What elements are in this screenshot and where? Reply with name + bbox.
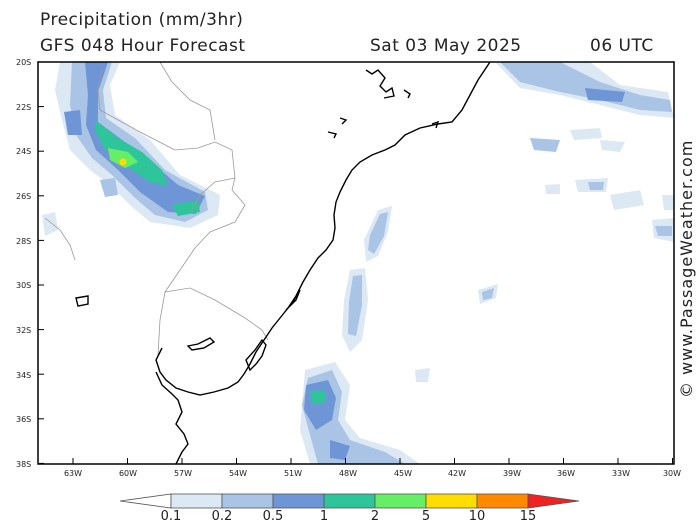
valid-date: Sat 03 May 2025	[370, 36, 522, 56]
lat-label: 28S	[16, 237, 31, 246]
legend-level-label: 0.1	[160, 509, 182, 524]
legend-swatch	[221, 493, 274, 509]
map-frame	[37, 61, 675, 465]
legend-swatch	[476, 493, 529, 509]
legend-swatch	[425, 493, 478, 509]
precip-band-northeast	[495, 62, 674, 242]
legend-level-label: 0.2	[211, 509, 233, 524]
lon-label: 36W	[557, 469, 575, 478]
lat-label: 30S	[16, 281, 31, 290]
lon-label: 57W	[174, 469, 192, 478]
legend-level-label: 10	[468, 509, 486, 524]
lat-label: 32S	[16, 326, 31, 335]
lon-label: 39W	[503, 469, 521, 478]
valid-time: 06 UTC	[590, 36, 654, 56]
latitude-labels: 20S 22S 24S 26S 28S 30S 32S 34S 36S 38S	[16, 58, 31, 469]
lon-label: 54W	[229, 469, 247, 478]
legend-level-label: 2	[370, 509, 380, 524]
lat-label: 38S	[16, 460, 31, 469]
lat-label: 20S	[16, 58, 31, 67]
lon-label: 63W	[64, 469, 82, 478]
precip-band-northwest	[42, 62, 220, 236]
lon-label: 42W	[448, 469, 466, 478]
longitude-labels: 63W 60W 57W 54W 51W 48W 45W 42W 39W 36W …	[64, 469, 681, 478]
precip-band-offshore	[342, 206, 498, 382]
legend-swatch	[170, 493, 223, 509]
lon-label: 60W	[119, 469, 137, 478]
legend-level-label: 0.5	[262, 509, 284, 524]
lon-label: 33W	[612, 469, 630, 478]
lat-label: 34S	[16, 371, 31, 380]
precip-band-south	[300, 362, 420, 464]
legend-level-label: 1	[319, 509, 329, 524]
lon-label: 51W	[284, 469, 302, 478]
lat-label: 22S	[16, 103, 31, 112]
watermark: © www.PassageWeather.com	[677, 139, 696, 398]
lon-label: 30W	[663, 469, 681, 478]
lon-label: 48W	[339, 469, 357, 478]
lon-label: 45W	[394, 469, 412, 478]
legend-swatch	[527, 493, 580, 509]
legend-level-label: 15	[519, 509, 537, 524]
forecast-subtitle: GFS 048 Hour Forecast	[40, 36, 246, 56]
legend-swatch	[323, 493, 376, 509]
legend-swatch	[272, 493, 325, 509]
legend-level-label: 5	[421, 509, 431, 524]
lat-label: 36S	[16, 415, 31, 424]
country-borders	[44, 62, 269, 356]
legend-swatch	[119, 493, 172, 509]
legend-swatch	[374, 493, 427, 509]
color-legend	[119, 493, 580, 509]
coastline	[75, 62, 491, 464]
chart-title: Precipitation (mm/3hr)	[40, 10, 244, 30]
map-area	[38, 62, 674, 464]
map-ticks	[38, 62, 673, 464]
lat-label: 24S	[16, 147, 31, 156]
lat-label: 26S	[16, 192, 31, 201]
